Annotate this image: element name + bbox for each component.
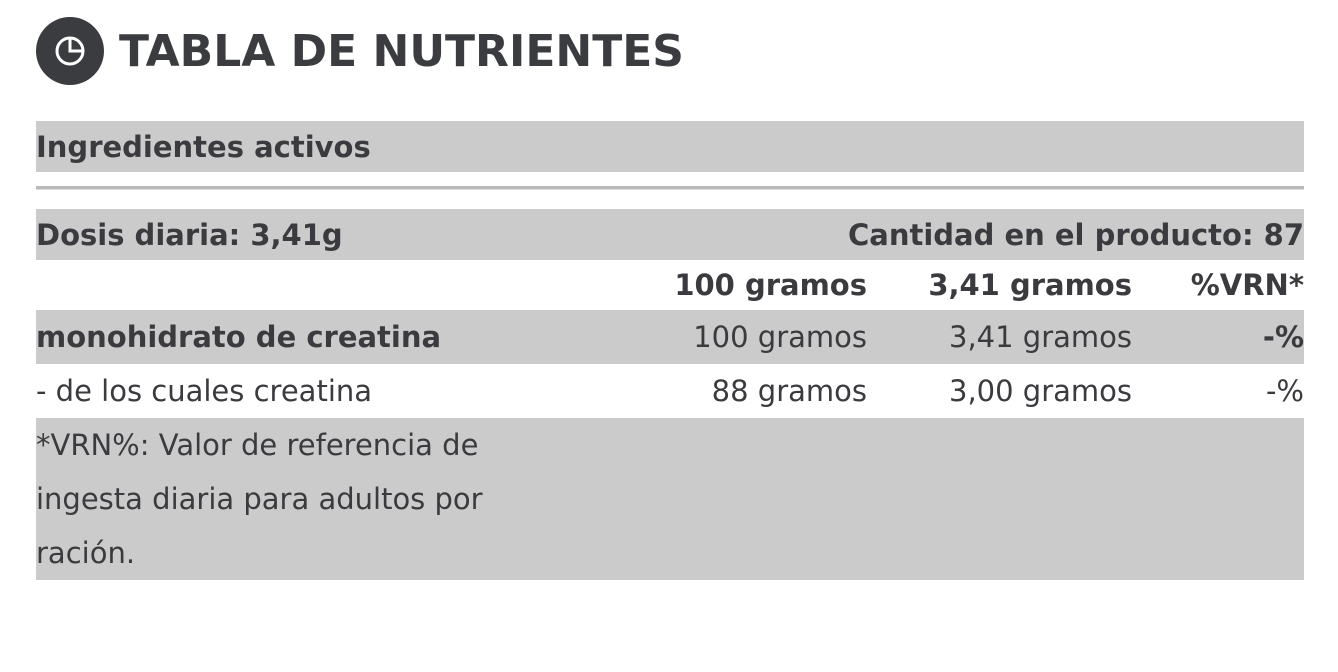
table-row: monohidrato de creatina 100 gramos 3,41 …	[36, 310, 1304, 364]
title-row: TABLA DE NUTRIENTES	[36, 17, 684, 85]
value-vrn: -%	[1265, 374, 1304, 408]
pie-chart-icon	[36, 17, 104, 85]
page-title: TABLA DE NUTRIENTES	[119, 25, 684, 77]
servings-per-product: Cantidad en el producto: 87	[847, 217, 1304, 252]
ingredient-name: monohidrato de creatina	[36, 320, 442, 354]
ingredient-name: - de los cuales creatina	[36, 374, 373, 408]
column-header-per-100: 100 gramos	[674, 268, 867, 302]
section-header: Ingredientes activos	[36, 121, 1304, 172]
footnote-block: *VRN%: Valor de referencia de ingesta di…	[36, 418, 1304, 580]
column-header-per-dose: 3,41 gramos	[928, 268, 1132, 302]
table-row: - de los cuales creatina 88 gramos 3,00 …	[36, 364, 1304, 418]
column-header-vrn: %VRN*	[1190, 268, 1304, 302]
value-per-100: 88 gramos	[711, 374, 867, 408]
dose-row: Dosis diaria: 3,41g Cantidad en el produ…	[36, 209, 1304, 260]
footnote-text: *VRN%: Valor de referencia de ingesta di…	[36, 428, 483, 570]
pie-chart-icon-glyph	[55, 36, 85, 66]
value-per-dose: 3,41 gramos	[949, 320, 1132, 354]
section-divider	[36, 186, 1304, 190]
value-vrn: -%	[1262, 320, 1304, 354]
column-header-row: 100 gramos 3,41 gramos %VRN*	[36, 260, 1304, 310]
value-per-dose: 3,00 gramos	[949, 374, 1132, 408]
value-per-100: 100 gramos	[693, 320, 867, 354]
section-label: Ingredientes activos	[36, 129, 371, 164]
daily-dose: Dosis diaria: 3,41g	[36, 217, 343, 252]
